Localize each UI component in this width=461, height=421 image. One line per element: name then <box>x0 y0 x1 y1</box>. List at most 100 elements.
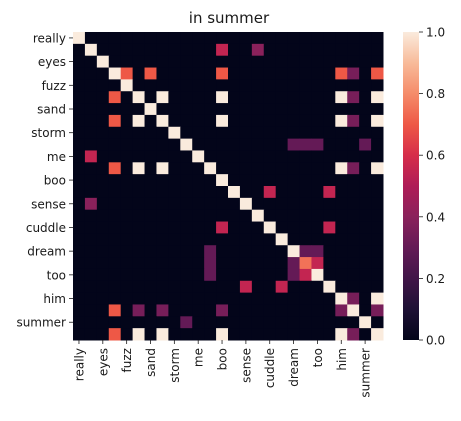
heatmap-cell <box>299 221 312 234</box>
heatmap-cell <box>204 268 217 282</box>
heatmap-cell <box>96 126 110 140</box>
heatmap-cell <box>359 55 372 69</box>
heatmap-cell <box>239 114 253 128</box>
heatmap-cell <box>311 186 324 199</box>
heatmap-cell <box>180 174 193 187</box>
heatmap-cell <box>251 79 265 92</box>
heatmap-cell <box>192 292 205 305</box>
heatmap-cell <box>73 304 86 317</box>
heatmap-cell <box>192 126 205 140</box>
heatmap-cell <box>108 280 122 294</box>
heatmap-cell <box>108 174 122 187</box>
heatmap-cell <box>323 55 336 69</box>
heatmap-cell <box>144 103 157 116</box>
heatmap-cell <box>239 221 253 234</box>
heatmap-cell <box>120 292 134 305</box>
heatmap-cell <box>263 67 277 80</box>
heatmap-cell <box>347 126 360 140</box>
heatmap-cell <box>180 186 193 199</box>
heatmap-cell <box>180 55 193 69</box>
heatmap-cell <box>180 292 193 305</box>
heatmap-cell <box>287 209 301 223</box>
heatmap-cell <box>216 186 229 199</box>
heatmap-cell <box>144 292 157 305</box>
heatmap-cell <box>228 316 241 329</box>
heatmap-cell <box>73 32 86 45</box>
heatmap-cell <box>251 126 265 140</box>
heatmap-cell <box>228 280 241 294</box>
heatmap-cell <box>371 304 384 317</box>
heatmap-cell <box>275 126 289 140</box>
heatmap-cell <box>299 32 312 45</box>
heatmap-cell <box>263 114 277 128</box>
heatmap-cell <box>335 304 348 317</box>
heatmap-cell <box>144 162 157 175</box>
heatmap-cell <box>84 67 98 80</box>
heatmap-cell <box>335 114 348 128</box>
heatmap-cell <box>73 138 86 151</box>
heatmap-cell <box>371 174 384 187</box>
heatmap-cell <box>263 280 277 294</box>
heatmap-cell <box>204 91 217 104</box>
heatmap-cell <box>228 67 241 80</box>
heatmap-cell <box>156 162 169 175</box>
heatmap-cell <box>216 280 229 294</box>
heatmap-cell <box>180 43 193 57</box>
heatmap-cell <box>287 91 301 104</box>
heatmap-cell <box>335 162 348 175</box>
x-axis-ticks: really eyes fuzz sand storm me boo sense cuddle d… <box>72 340 373 398</box>
heatmap-cell <box>144 55 157 69</box>
heatmap-cell <box>132 197 146 211</box>
heatmap-cell <box>311 221 324 234</box>
heatmap-cell <box>359 221 372 234</box>
heatmap-cell <box>73 91 86 104</box>
heatmap-cell <box>275 186 289 199</box>
heatmap-cell <box>287 32 301 45</box>
heatmap-cell <box>371 43 384 57</box>
heatmap-cell <box>168 32 181 45</box>
heatmap-cell <box>239 233 253 246</box>
heatmap-cell <box>144 67 157 80</box>
heatmap-cell <box>287 221 301 234</box>
heatmap-cell <box>120 304 134 317</box>
heatmap-cell <box>180 197 193 211</box>
heatmap-cell <box>192 280 205 294</box>
heatmap-cell <box>335 316 348 329</box>
heatmap-cell <box>120 55 134 69</box>
heatmap-cell <box>120 186 134 199</box>
heatmap-cell <box>168 257 181 270</box>
heatmap-cell <box>216 304 229 317</box>
heatmap-cell <box>108 209 122 223</box>
heatmap-cell <box>299 114 312 128</box>
heatmap-cell <box>311 197 324 211</box>
heatmap-cell <box>168 174 181 187</box>
heatmap-cell <box>299 328 312 341</box>
heatmap-cell <box>371 316 384 329</box>
heatmap-cell <box>239 197 253 211</box>
heatmap-cell <box>359 233 372 246</box>
heatmap-cell <box>311 257 324 270</box>
heatmap-cell <box>359 245 372 258</box>
heatmap-cell <box>180 126 193 140</box>
heatmap-cell <box>108 126 122 140</box>
heatmap-cell <box>371 162 384 175</box>
heatmap-cell <box>84 43 98 57</box>
heatmap-cell <box>156 174 169 187</box>
heatmap-cell <box>144 114 157 128</box>
heatmap-cell <box>204 174 217 187</box>
heatmap-cell <box>156 67 169 80</box>
heatmap-cell <box>84 150 98 163</box>
heatmap-cell <box>251 245 265 258</box>
heatmap-cell <box>216 174 229 187</box>
heatmap-cell <box>311 292 324 305</box>
heatmap-cell <box>228 150 241 163</box>
heatmap-cell <box>371 138 384 151</box>
heatmap-cell <box>239 91 253 104</box>
heatmap-cell <box>168 138 181 151</box>
colorbar-tick-label: 0.0 <box>426 334 445 348</box>
heatmap-cell <box>335 209 348 223</box>
heatmap-cell <box>311 43 324 57</box>
heatmap-cell <box>204 257 217 270</box>
heatmap-cell <box>204 114 217 128</box>
y-tick-label: really <box>33 31 66 45</box>
